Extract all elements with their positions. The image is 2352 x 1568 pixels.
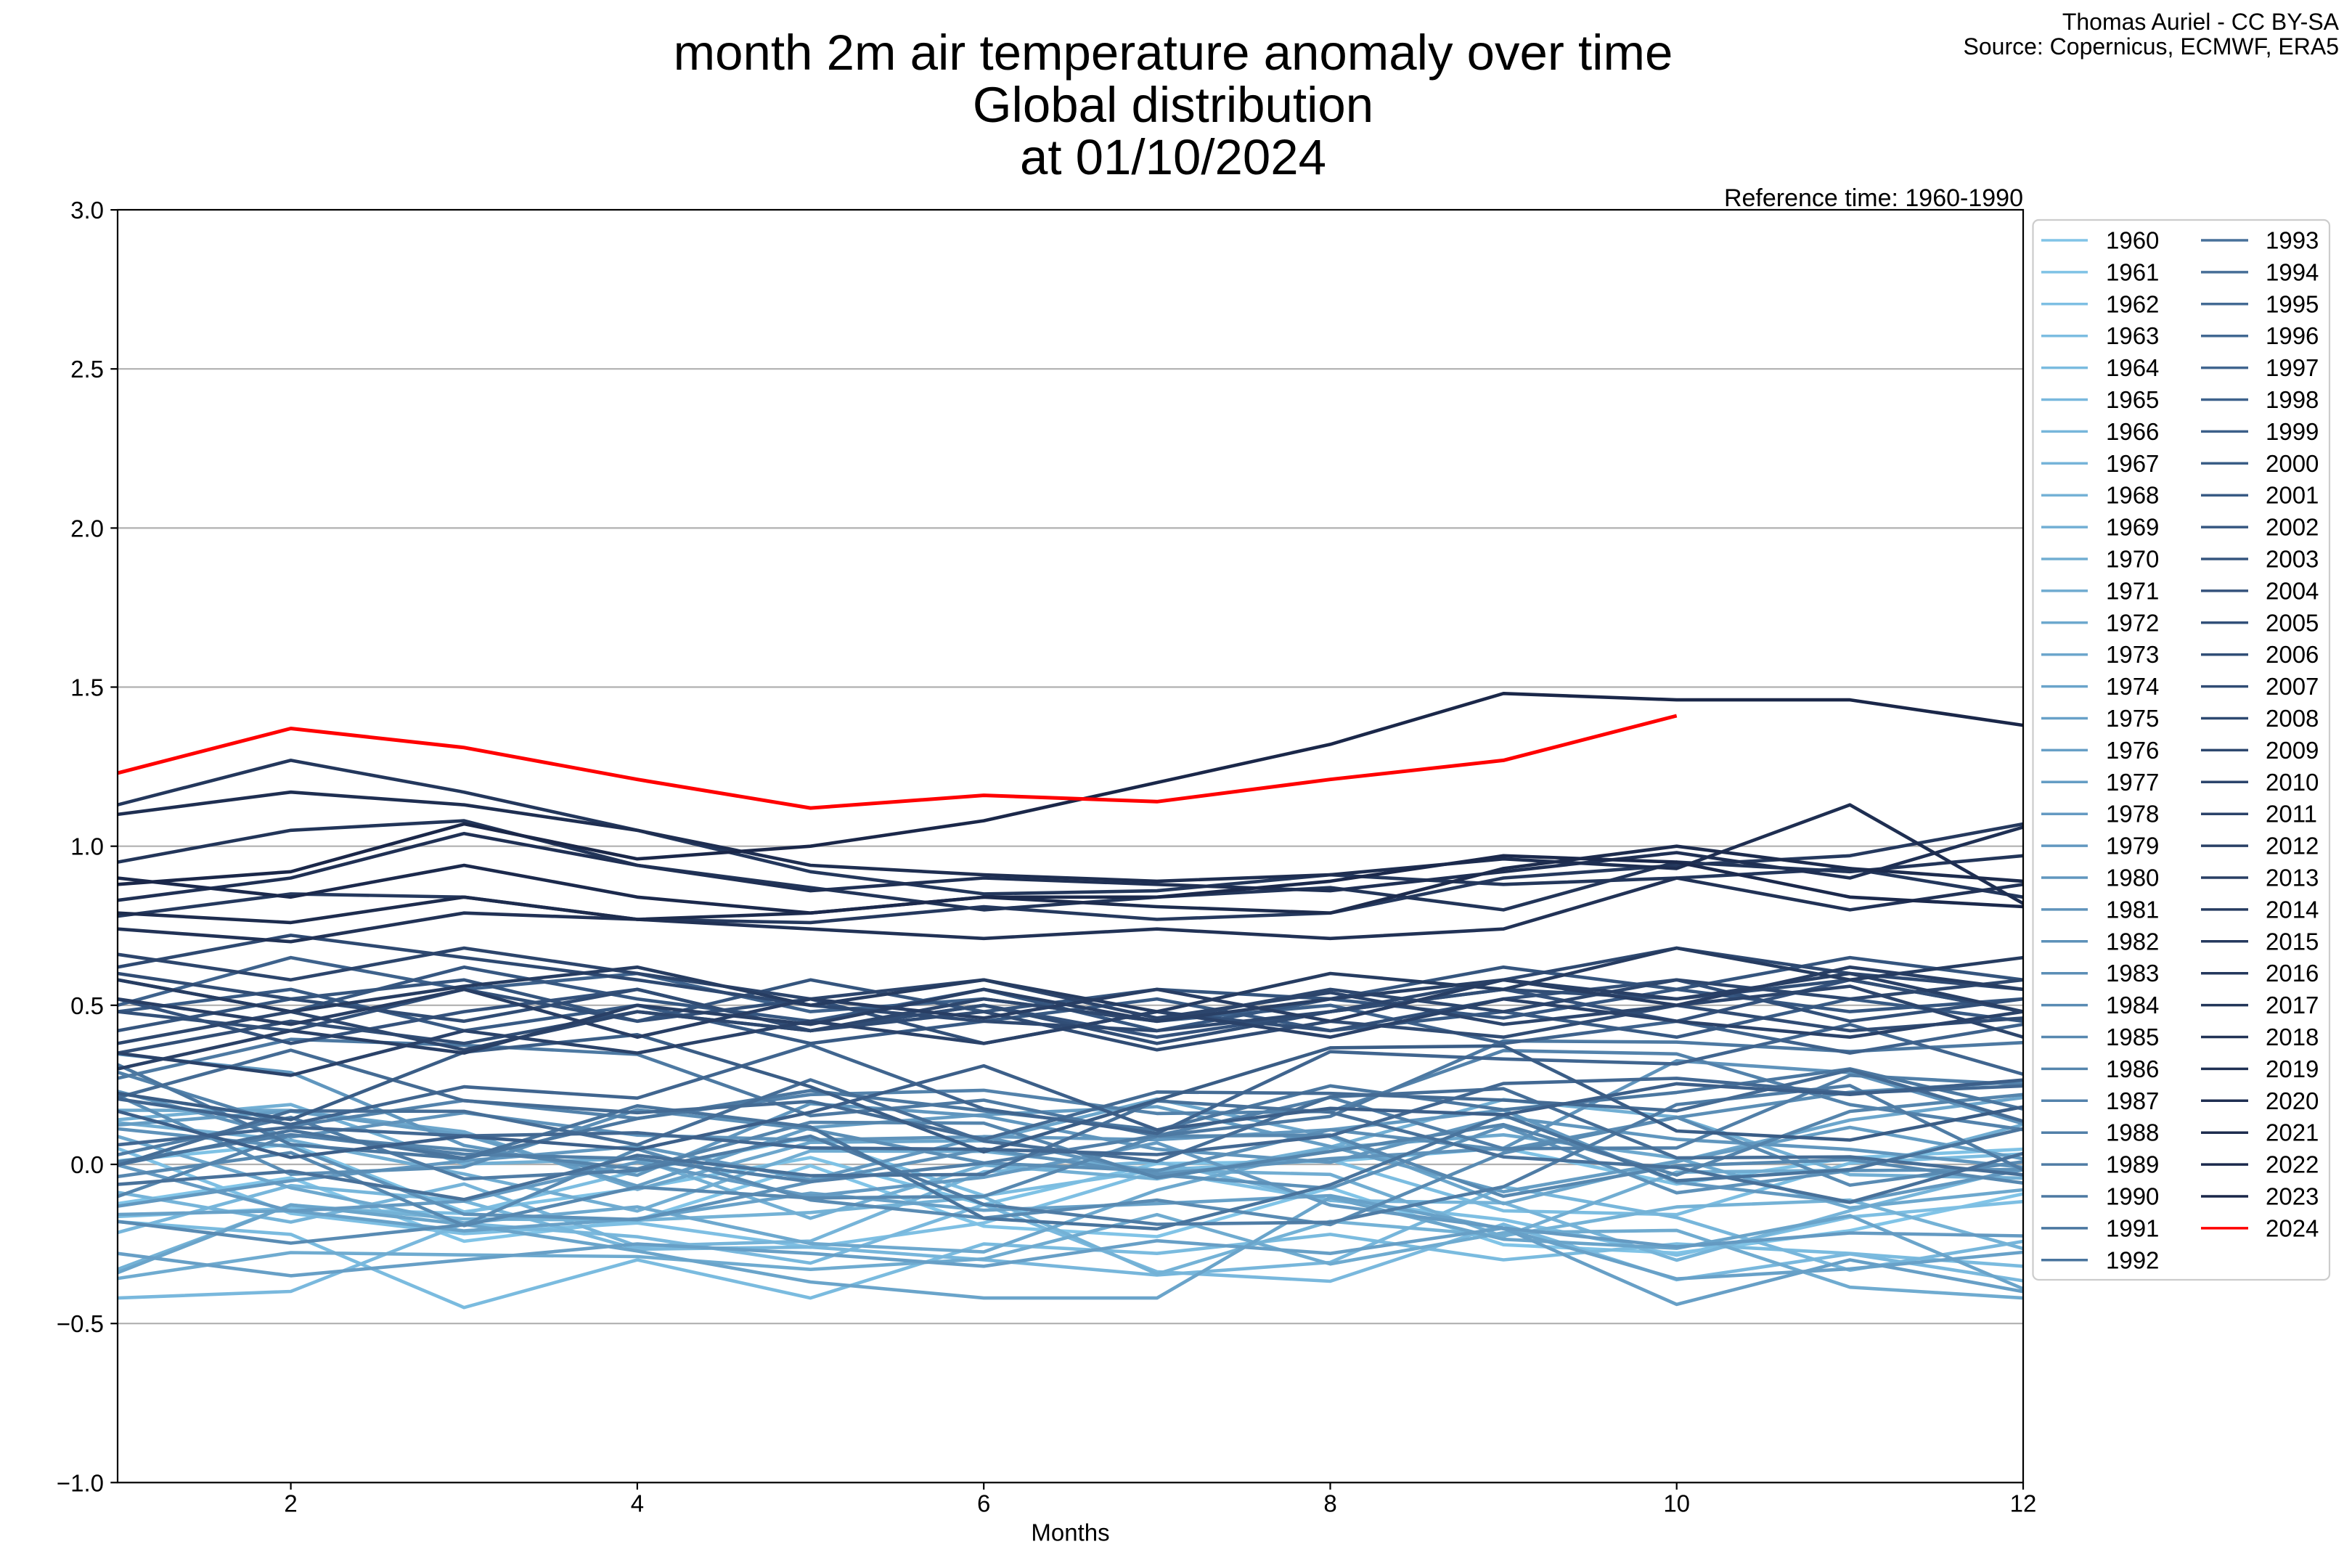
svg-text:1961: 1961	[2106, 258, 2159, 285]
svg-text:1983: 1983	[2106, 960, 2159, 987]
svg-text:1998: 1998	[2266, 386, 2319, 413]
svg-text:2020: 2020	[2266, 1087, 2319, 1114]
svg-text:1987: 1987	[2106, 1087, 2159, 1114]
svg-text:1975: 1975	[2106, 705, 2159, 732]
svg-text:1979: 1979	[2106, 833, 2159, 859]
svg-text:1999: 1999	[2266, 418, 2319, 445]
svg-text:1968: 1968	[2106, 482, 2159, 509]
svg-text:at 01/10/2024: at 01/10/2024	[1020, 129, 1326, 185]
svg-text:2011: 2011	[2266, 801, 2317, 828]
svg-text:2000: 2000	[2266, 450, 2319, 477]
svg-text:2019: 2019	[2266, 1055, 2319, 1082]
svg-text:2003: 2003	[2266, 546, 2319, 573]
svg-text:2012: 2012	[2266, 833, 2319, 859]
svg-text:Global distribution: Global distribution	[973, 77, 1373, 133]
svg-text:2.5: 2.5	[70, 356, 104, 383]
svg-text:1971: 1971	[2106, 577, 2159, 604]
svg-text:4: 4	[631, 1490, 644, 1517]
svg-text:1980: 1980	[2106, 865, 2159, 891]
svg-text:1963: 1963	[2106, 322, 2159, 349]
svg-text:1990: 1990	[2106, 1183, 2159, 1210]
svg-text:1978: 1978	[2106, 801, 2159, 828]
svg-text:1996: 1996	[2266, 322, 2319, 349]
svg-text:−1.0: −1.0	[57, 1469, 104, 1496]
svg-text:1984: 1984	[2106, 992, 2159, 1018]
svg-text:1988: 1988	[2106, 1119, 2159, 1146]
svg-text:month 2m air temperature anoma: month 2m air temperature anomaly over ti…	[674, 25, 1673, 81]
svg-text:2001: 2001	[2266, 482, 2319, 509]
svg-text:1965: 1965	[2106, 386, 2159, 413]
svg-text:Thomas Auriel - CC BY-SA: Thomas Auriel - CC BY-SA	[2062, 9, 2340, 35]
svg-text:Source: Copernicus, ECMWF, ERA: Source: Copernicus, ECMWF, ERA5	[1964, 33, 2340, 60]
svg-text:6: 6	[977, 1490, 990, 1517]
svg-text:1970: 1970	[2106, 546, 2159, 573]
svg-text:1981: 1981	[2106, 896, 2159, 923]
svg-text:1.5: 1.5	[70, 674, 104, 701]
svg-text:2018: 2018	[2266, 1024, 2319, 1050]
svg-text:0.0: 0.0	[70, 1151, 104, 1178]
svg-text:2007: 2007	[2266, 673, 2319, 700]
svg-text:1997: 1997	[2266, 354, 2319, 381]
svg-text:1.0: 1.0	[70, 833, 104, 860]
svg-text:2009: 2009	[2266, 737, 2319, 764]
svg-text:1960: 1960	[2106, 227, 2159, 254]
svg-text:1992: 1992	[2106, 1246, 2159, 1273]
svg-text:2006: 2006	[2266, 641, 2319, 668]
svg-text:2005: 2005	[2266, 609, 2319, 636]
svg-text:2002: 2002	[2266, 514, 2319, 541]
svg-text:−0.5: −0.5	[57, 1310, 104, 1337]
svg-text:3.0: 3.0	[70, 197, 104, 224]
svg-text:1986: 1986	[2106, 1055, 2159, 1082]
svg-text:1993: 1993	[2266, 227, 2319, 254]
svg-text:12: 12	[2010, 1490, 2037, 1517]
svg-text:1982: 1982	[2106, 928, 2159, 955]
svg-text:8: 8	[1323, 1490, 1336, 1517]
svg-text:2022: 2022	[2266, 1151, 2319, 1178]
svg-text:2017: 2017	[2266, 992, 2319, 1018]
svg-text:2024: 2024	[2266, 1214, 2319, 1241]
svg-text:1966: 1966	[2106, 418, 2159, 445]
svg-text:2016: 2016	[2266, 960, 2319, 987]
svg-text:2015: 2015	[2266, 928, 2319, 955]
svg-text:1995: 1995	[2266, 290, 2319, 317]
svg-text:2021: 2021	[2266, 1119, 2319, 1146]
svg-text:Months: Months	[1031, 1519, 1109, 1546]
svg-text:1977: 1977	[2106, 769, 2159, 796]
svg-text:1972: 1972	[2106, 609, 2159, 636]
svg-text:2004: 2004	[2266, 577, 2319, 604]
svg-text:2014: 2014	[2266, 896, 2319, 923]
svg-text:2023: 2023	[2266, 1183, 2319, 1210]
svg-text:2008: 2008	[2266, 705, 2319, 732]
svg-text:1967: 1967	[2106, 450, 2159, 477]
svg-text:1991: 1991	[2106, 1214, 2159, 1241]
svg-text:1964: 1964	[2106, 354, 2159, 381]
svg-text:1973: 1973	[2106, 641, 2159, 668]
svg-text:1974: 1974	[2106, 673, 2159, 700]
svg-text:1969: 1969	[2106, 514, 2159, 541]
svg-text:2010: 2010	[2266, 769, 2319, 796]
svg-text:1976: 1976	[2106, 737, 2159, 764]
svg-text:2.0: 2.0	[70, 515, 104, 542]
svg-text:1989: 1989	[2106, 1151, 2159, 1178]
svg-text:1994: 1994	[2266, 258, 2319, 285]
svg-text:0.5: 0.5	[70, 992, 104, 1019]
svg-text:1985: 1985	[2106, 1024, 2159, 1050]
svg-text:1962: 1962	[2106, 290, 2159, 317]
svg-text:Reference time: 1960-1990: Reference time: 1960-1990	[1724, 184, 2023, 212]
svg-text:2013: 2013	[2266, 865, 2319, 891]
svg-text:2: 2	[284, 1490, 297, 1517]
svg-text:10: 10	[1663, 1490, 1690, 1517]
